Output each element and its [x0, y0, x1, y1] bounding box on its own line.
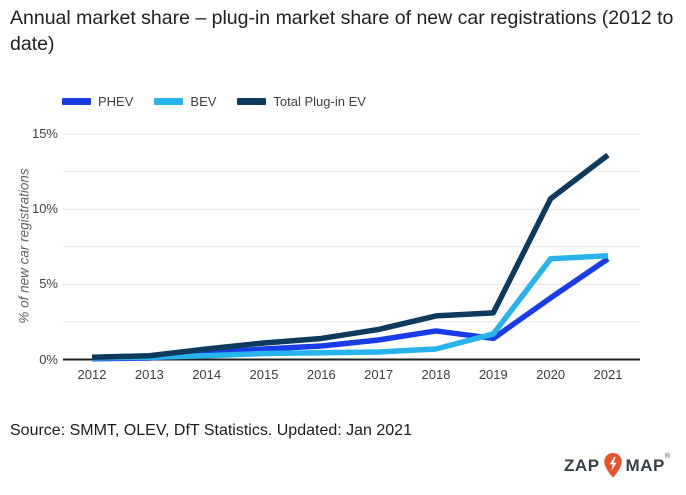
legend-swatch-icon [154, 98, 184, 105]
chart-legend: PHEV BEV Total Plug-in EV [62, 94, 387, 109]
legend-label: PHEV [98, 94, 134, 109]
x-tick-label: 2013 [134, 367, 164, 382]
legend-item: PHEV [62, 94, 133, 109]
y-tick-label: 5% [39, 276, 58, 292]
y-tick-label: 15% [31, 126, 58, 142]
y-tick-label: 0% [39, 351, 58, 367]
x-tick-label: 2017 [364, 367, 394, 382]
x-tick-label: 2018 [421, 367, 451, 382]
x-tick-label: 2015 [249, 367, 279, 382]
x-tick-label: 2019 [478, 367, 508, 382]
legend-label: BEV [190, 94, 217, 109]
x-tick-label: 2012 [77, 367, 107, 382]
map-pin-lightning-icon [603, 453, 622, 478]
series-line-bev [91, 253, 609, 361]
y-tick-label: 10% [31, 201, 58, 217]
series-line-phev [91, 256, 610, 362]
legend-swatch-icon [237, 98, 267, 105]
x-tick-label: 2016 [306, 367, 336, 382]
legend-swatch-icon [62, 98, 91, 105]
legend-item: Total Plug-in EV [237, 94, 366, 109]
series-line-total-plug-in-ev [91, 152, 610, 360]
registered-trademark-symbol: ® [664, 453, 670, 460]
x-tick-label: 2014 [192, 367, 222, 382]
logo-zap-text: ZAP [564, 455, 600, 475]
chart-title: Annual market share – plug-in market sha… [10, 7, 674, 55]
legend-label: Total Plug-in EV [273, 94, 366, 109]
y-axis-title: % of new car registrations [16, 168, 32, 324]
x-tick-label: 2021 [593, 367, 623, 382]
zapmap-logo: ZAP MAP ® [564, 452, 670, 479]
source-attribution: Source: SMMT, OLEV, DfT Statistics. Upda… [10, 422, 412, 439]
x-tick-label: 2020 [536, 367, 566, 382]
logo-map-text: MAP [625, 455, 665, 475]
legend-item: BEV [154, 94, 216, 109]
